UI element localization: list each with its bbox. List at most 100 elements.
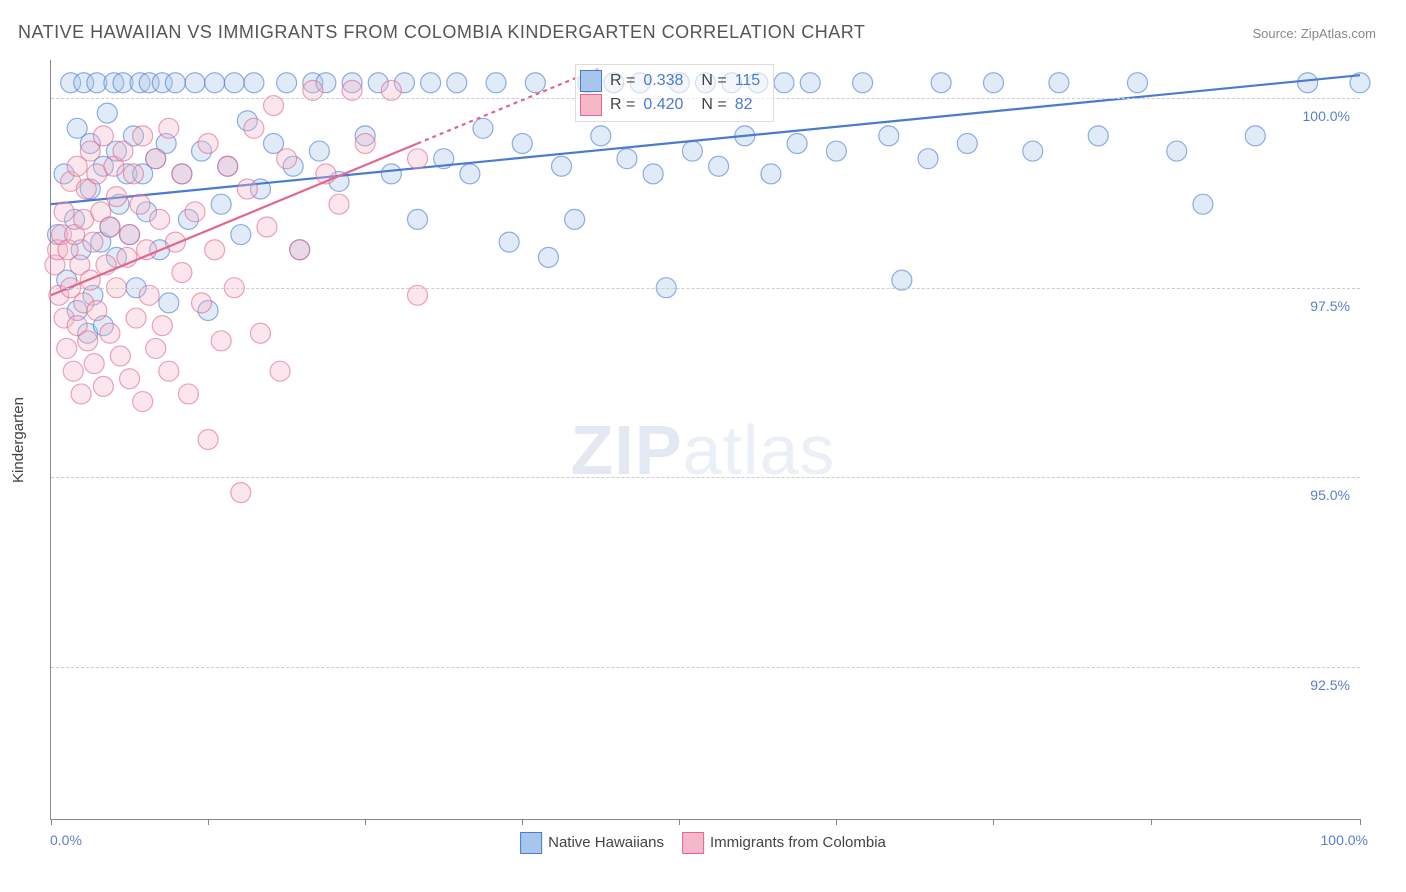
scatter-point-colombia xyxy=(231,483,251,503)
scatter-point-hawaiians xyxy=(617,149,637,169)
scatter-point-hawaiians xyxy=(643,164,663,184)
scatter-point-colombia xyxy=(159,118,179,138)
chart-title: NATIVE HAWAIIAN VS IMMIGRANTS FROM COLOM… xyxy=(18,22,865,43)
chart-container: NATIVE HAWAIIAN VS IMMIGRANTS FROM COLOM… xyxy=(0,0,1406,892)
stat-r-value: 0.338 xyxy=(643,72,693,90)
scatter-point-colombia xyxy=(133,126,153,146)
legend-stats-row-hawaiians: R =0.338N =115 xyxy=(580,69,765,93)
scatter-point-colombia xyxy=(93,376,113,396)
scatter-point-hawaiians xyxy=(309,141,329,161)
x-axis-max-label: 100.0% xyxy=(1321,832,1368,848)
scatter-point-colombia xyxy=(250,323,270,343)
source-label: Source: xyxy=(1252,26,1300,41)
scatter-point-colombia xyxy=(57,338,77,358)
scatter-point-hawaiians xyxy=(1298,73,1318,93)
stat-r-label: R = xyxy=(610,96,635,114)
scatter-point-hawaiians xyxy=(97,103,117,123)
x-tick xyxy=(365,819,366,825)
scatter-point-hawaiians xyxy=(591,126,611,146)
scatter-point-hawaiians xyxy=(931,73,951,93)
scatter-point-hawaiians xyxy=(826,141,846,161)
scatter-point-colombia xyxy=(130,194,150,214)
scatter-point-colombia xyxy=(146,149,166,169)
scatter-point-hawaiians xyxy=(244,73,264,93)
scatter-point-hawaiians xyxy=(1245,126,1265,146)
scatter-point-hawaiians xyxy=(421,73,441,93)
scatter-point-hawaiians xyxy=(447,73,467,93)
legend-item-hawaiians[interactable]: Native Hawaiians xyxy=(520,832,664,854)
scatter-point-hawaiians xyxy=(231,225,251,245)
gridline xyxy=(51,288,1360,289)
source-attribution: Source: ZipAtlas.com xyxy=(1252,26,1376,41)
scatter-point-colombia xyxy=(185,202,205,222)
scatter-point-hawaiians xyxy=(499,232,519,252)
x-tick xyxy=(836,819,837,825)
scatter-point-colombia xyxy=(198,430,218,450)
scatter-point-hawaiians xyxy=(1049,73,1069,93)
scatter-point-colombia xyxy=(113,141,133,161)
scatter-point-colombia xyxy=(244,118,264,138)
scatter-point-colombia xyxy=(78,331,98,351)
scatter-point-hawaiians xyxy=(277,73,297,93)
scatter-point-colombia xyxy=(355,133,375,153)
scatter-point-colombia xyxy=(178,384,198,404)
legend-stats-swatch xyxy=(580,94,602,116)
scatter-point-colombia xyxy=(152,316,172,336)
scatter-point-hawaiians xyxy=(408,209,428,229)
scatter-point-colombia xyxy=(100,217,120,237)
x-tick xyxy=(679,819,680,825)
scatter-point-colombia xyxy=(205,240,225,260)
x-axis-min-label: 0.0% xyxy=(50,832,82,848)
legend-stats-swatch xyxy=(580,70,602,92)
x-tick xyxy=(51,819,52,825)
scatter-point-colombia xyxy=(165,232,185,252)
scatter-point-colombia xyxy=(87,300,107,320)
x-tick xyxy=(1151,819,1152,825)
stat-n-value: 115 xyxy=(735,72,765,90)
legend-stats-box: R =0.338N =115R =0.420N =82 xyxy=(575,64,774,122)
y-tick-label: 92.5% xyxy=(1310,677,1350,693)
scatter-point-colombia xyxy=(277,149,297,169)
scatter-point-colombia xyxy=(100,323,120,343)
scatter-point-hawaiians xyxy=(565,209,585,229)
scatter-point-hawaiians xyxy=(1023,141,1043,161)
scatter-point-colombia xyxy=(71,384,91,404)
scatter-point-colombia xyxy=(159,361,179,381)
gridline xyxy=(51,667,1360,668)
scatter-point-hawaiians xyxy=(211,194,231,214)
legend-item-colombia[interactable]: Immigrants from Colombia xyxy=(682,832,886,854)
scatter-point-colombia xyxy=(408,149,428,169)
source-link[interactable]: ZipAtlas.com xyxy=(1301,26,1376,41)
y-tick-label: 100.0% xyxy=(1303,108,1350,124)
scatter-point-hawaiians xyxy=(761,164,781,184)
scatter-point-hawaiians xyxy=(879,126,899,146)
scatter-point-colombia xyxy=(120,369,140,389)
scatter-point-colombia xyxy=(83,232,103,252)
scatter-point-colombia xyxy=(93,126,113,146)
y-tick-label: 95.0% xyxy=(1310,487,1350,503)
stat-r-value: 0.420 xyxy=(643,96,693,114)
x-tick xyxy=(993,819,994,825)
stat-n-value: 82 xyxy=(735,96,765,114)
scatter-point-colombia xyxy=(120,225,140,245)
legend-swatch-hawaiians xyxy=(520,832,542,854)
y-axis-title: Kindergarten xyxy=(10,397,27,483)
scatter-point-colombia xyxy=(192,293,212,313)
x-tick xyxy=(1360,819,1361,825)
scatter-point-hawaiians xyxy=(538,247,558,267)
scatter-point-hawaiians xyxy=(682,141,702,161)
scatter-point-colombia xyxy=(290,240,310,260)
scatter-point-colombia xyxy=(150,209,170,229)
stat-n-label: N = xyxy=(701,72,726,90)
scatter-point-hawaiians xyxy=(787,133,807,153)
scatter-point-hawaiians xyxy=(774,73,794,93)
scatter-point-colombia xyxy=(63,361,83,381)
scatter-point-colombia xyxy=(54,202,74,222)
scatter-point-hawaiians xyxy=(159,293,179,313)
scatter-point-hawaiians xyxy=(800,73,820,93)
scatter-point-hawaiians xyxy=(983,73,1003,93)
scatter-point-hawaiians xyxy=(1127,73,1147,93)
scatter-point-colombia xyxy=(198,133,218,153)
scatter-point-colombia xyxy=(172,263,192,283)
scatter-point-colombia xyxy=(126,308,146,328)
